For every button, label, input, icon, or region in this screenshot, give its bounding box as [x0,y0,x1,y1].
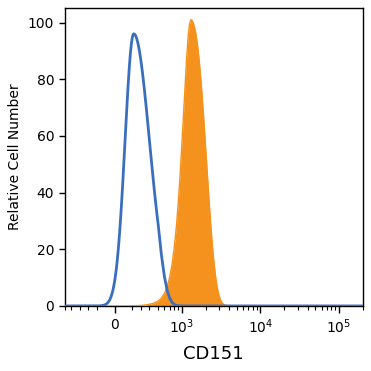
Y-axis label: Relative Cell Number: Relative Cell Number [8,84,22,230]
X-axis label: CD151: CD151 [183,345,244,363]
